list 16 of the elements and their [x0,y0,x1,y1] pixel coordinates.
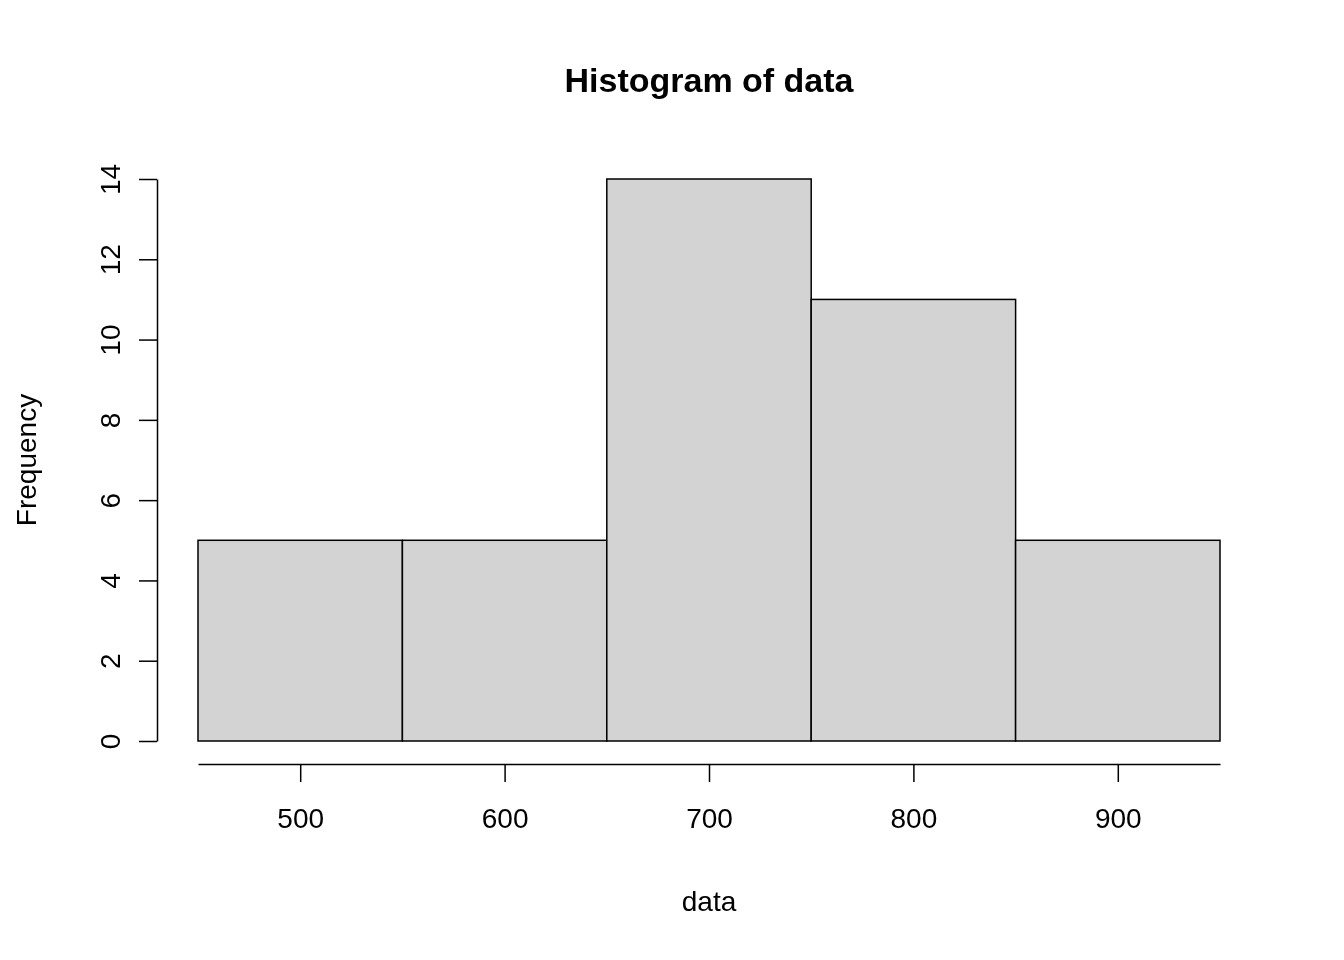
y-tick-label: 12 [94,244,126,276]
y-tick-label: 6 [94,492,126,509]
y-tick-label: 0 [94,733,126,750]
x-tick-label: 500 [277,803,325,835]
y-tick-label: 8 [94,412,126,429]
y-tick-label: 10 [94,324,126,356]
x-tick-label: 600 [481,803,529,835]
x-tick-label: 700 [686,803,733,835]
x-tick-label: 900 [1094,803,1142,835]
y-axis-title: Frequency [11,393,42,527]
x-axis-title: data [681,886,737,917]
chart-title: Histogram of data [564,61,855,99]
y-tick-label: 4 [94,573,126,589]
y-tick-label: 14 [94,163,126,196]
y-tick-label: 2 [94,653,126,669]
x-tick-label: 800 [890,803,938,835]
